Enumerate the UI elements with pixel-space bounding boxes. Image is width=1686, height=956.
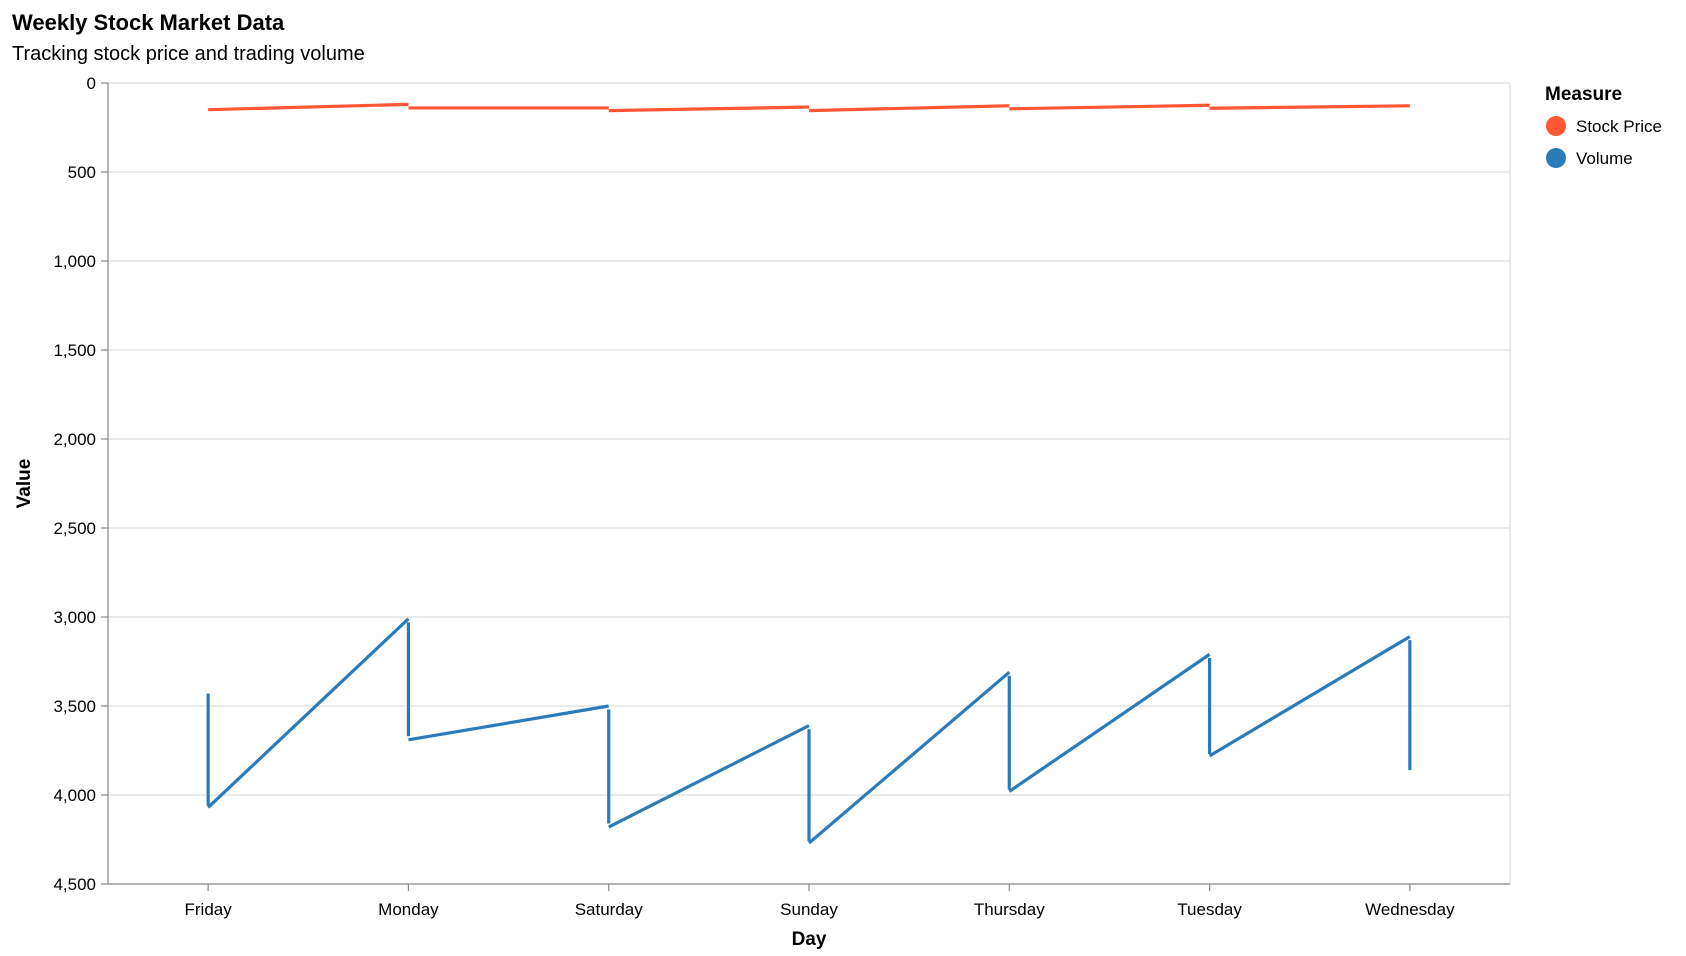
series-line-segment [408, 704, 609, 742]
legend-label: Volume [1576, 149, 1633, 168]
x-tick-label: Thursday [974, 900, 1045, 919]
series-volume [206, 617, 1412, 845]
x-tick-label: Tuesday [1177, 900, 1242, 919]
y-tick-label: 3,000 [53, 608, 96, 627]
y-tick-label: 500 [68, 163, 96, 182]
y-tick-label: 4,500 [53, 875, 96, 894]
y-tick-label: 2,500 [53, 519, 96, 538]
x-tick-label: Saturday [575, 900, 644, 919]
legend-swatch [1546, 148, 1566, 168]
legend-label: Stock Price [1576, 117, 1662, 136]
x-axis-title: Day [792, 929, 827, 950]
series-line-segment [207, 617, 410, 809]
series-line-segment [608, 105, 810, 113]
y-tick-label: 3,500 [53, 697, 96, 716]
series-line-segment [607, 724, 810, 829]
legend: Measure Stock Price Volume [1545, 84, 1662, 168]
y-tick-label: 4,000 [53, 786, 96, 805]
series-line-segment [1208, 635, 1411, 758]
axes: 0 500 1,000 1,500 2,000 2,500 3,000 3,500 4,000 4… [53, 74, 1510, 919]
x-tick-label: Sunday [780, 900, 838, 919]
y-tick-label: 1,500 [53, 341, 96, 360]
series-line-segment [208, 102, 409, 112]
x-tick-label: Wednesday [1365, 900, 1455, 919]
y-tick-label: 1,000 [53, 252, 96, 271]
y-tick-label: 0 [87, 74, 96, 93]
series-line-segment [807, 670, 1011, 845]
series-line-segment [1009, 103, 1210, 111]
series-line-segment [1209, 104, 1410, 110]
series-line-segment [1008, 653, 1211, 793]
y-tick-label: 2,000 [53, 430, 96, 449]
x-tick-label: Friday [185, 900, 233, 919]
series-lines [206, 102, 1412, 845]
chart-subtitle: Tracking stock price and trading volume [12, 43, 365, 65]
x-tick-label: Monday [378, 900, 439, 919]
chart-title: Weekly Stock Market Data [12, 10, 285, 35]
legend-title: Measure [1545, 84, 1622, 105]
series-stock-price [208, 102, 1410, 113]
y-axis-title: Value [14, 459, 35, 509]
series-line-segment [808, 104, 1010, 113]
legend-swatch [1546, 116, 1566, 136]
